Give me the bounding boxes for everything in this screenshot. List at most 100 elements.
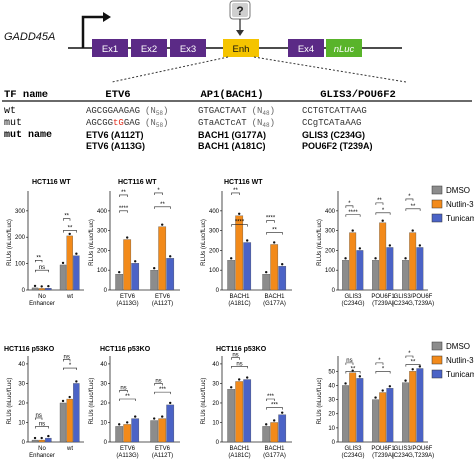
- glis3-mut-seq: CCgTCATaAAG: [302, 118, 361, 128]
- data-point: [230, 257, 233, 260]
- significance-bracket: [375, 212, 391, 215]
- bar: [227, 260, 236, 291]
- bar: [379, 222, 387, 291]
- chart-title: HCT116 p53KO: [216, 346, 267, 353]
- x-tick-label: GLIS3/POU6F (C234G,T239A): [392, 294, 434, 307]
- data-point: [418, 365, 422, 368]
- y-tick-label: 200: [15, 235, 26, 241]
- x-tick-label: ETV6 (A113G): [116, 294, 138, 307]
- bar: [38, 439, 45, 443]
- data-point: [388, 385, 392, 388]
- significance-label: ns: [120, 385, 126, 391]
- significance-label: ns: [155, 379, 161, 385]
- y-axis-label: RLUs (nLuc/fLuc): [7, 219, 13, 266]
- data-point: [374, 257, 377, 260]
- significance-label: *: [382, 208, 385, 214]
- bar: [349, 372, 357, 443]
- bar: [356, 250, 364, 291]
- data-point: [126, 236, 129, 239]
- data-point: [47, 434, 50, 438]
- y-tick-label: 200: [97, 248, 108, 254]
- tf-ap1: AP1(BACH1): [200, 89, 263, 101]
- y-tick-label: 10: [328, 426, 335, 432]
- x-tick-label: BACH1 (A181C): [228, 446, 250, 459]
- pou6f2-mut-name-2: POU6F2 (T239A): [302, 141, 373, 151]
- data-point: [61, 399, 65, 403]
- glis3-mut-name-1: GLIS3 (C234G): [302, 130, 365, 140]
- significance-label: ns: [236, 361, 242, 367]
- significance-bracket: [231, 224, 248, 227]
- bach1-mut-name-2: BACH1 (A181C): [198, 141, 266, 151]
- significance-label: ***: [267, 394, 275, 400]
- exon-3-label: Ex3: [180, 44, 196, 55]
- significance-label: ns: [39, 265, 45, 271]
- data-point: [47, 284, 50, 288]
- significance-label: **: [351, 366, 356, 372]
- bar: [123, 424, 132, 443]
- x-tick-label: ETV6 (A113G): [116, 446, 138, 459]
- significance-label: **: [411, 360, 416, 366]
- gene-schematic: GADD45A Ex1 Ex2 Ex3 Enh Ex4 nLuc ?: [4, 0, 407, 83]
- row-label-mutname: mut name: [4, 130, 52, 141]
- bar: [409, 371, 417, 443]
- enhancer-label: Enh: [233, 44, 250, 55]
- promoter-arrow-icon: [81, 15, 103, 48]
- chart-title: HCT116 WT: [224, 179, 263, 186]
- significance-label: **: [233, 188, 238, 194]
- bar: [270, 422, 279, 443]
- question-box-fill: [232, 3, 248, 17]
- bar: [379, 392, 387, 443]
- bar: [243, 379, 252, 443]
- significance-label: ns: [63, 354, 69, 360]
- y-tick-label: 0: [22, 288, 26, 294]
- significance-label: ****: [266, 216, 276, 222]
- bar: [262, 274, 271, 291]
- bar: [235, 381, 244, 443]
- x-tick-label: ETV6 (A112T): [152, 446, 173, 459]
- bar: [166, 258, 175, 291]
- significance-bracket: [119, 398, 136, 401]
- bar: [150, 270, 159, 291]
- y-tick-label: 40: [100, 362, 107, 368]
- glis3-wt-seq: CCTGTCATTAAG: [302, 106, 367, 116]
- legend-nutlin-2: Nutlin-3: [446, 356, 474, 365]
- x-tick-label: BACH1 (G177A): [263, 446, 286, 459]
- data-point: [246, 239, 249, 242]
- x-tick-label: BACH1 (A181C): [228, 294, 250, 307]
- data-point: [68, 395, 71, 399]
- data-point: [265, 423, 268, 426]
- significance-bracket: [345, 371, 361, 374]
- significance-bracket: [345, 214, 361, 217]
- significance-bracket: [63, 218, 71, 221]
- data-point: [344, 257, 347, 260]
- bar: [262, 426, 271, 443]
- legend-swatch-dmso-2: [431, 341, 443, 351]
- significance-label: ****: [119, 206, 129, 212]
- y-tick-label: 30: [100, 381, 107, 387]
- bar: [73, 383, 80, 443]
- significance-bracket: [375, 371, 391, 374]
- x-tick-label: No Enhancer: [29, 446, 55, 459]
- y-tick-label: 0: [104, 440, 108, 446]
- data-point: [265, 270, 268, 274]
- bar: [386, 247, 394, 291]
- significance-label: ns: [346, 358, 352, 364]
- data-point: [281, 411, 284, 414]
- y-tick-label: 20: [18, 401, 25, 407]
- data-point: [351, 229, 354, 232]
- exon-4-label: Ex4: [298, 44, 314, 55]
- ap1-wt-seq: GTGACTAAT (N48): [198, 106, 275, 117]
- data-point: [411, 229, 414, 232]
- data-point: [374, 396, 377, 399]
- bar: [227, 389, 236, 443]
- significance-bracket: [119, 194, 128, 197]
- sequence-table: TF name wt mut mut name ETV6 AGCGGAAGAG(…: [2, 89, 472, 151]
- significance-label: ****: [348, 210, 358, 216]
- bar: [38, 288, 45, 291]
- y-axis-label: RLUs (nLuc/fLuc): [89, 219, 95, 266]
- legend-swatch-nutlin-2: [431, 355, 443, 365]
- y-tick-label: 0: [22, 440, 26, 446]
- significance-bracket: [405, 208, 421, 211]
- bar: [278, 266, 287, 291]
- y-axis-label: RLUs (nLuc/fLuc): [7, 378, 13, 425]
